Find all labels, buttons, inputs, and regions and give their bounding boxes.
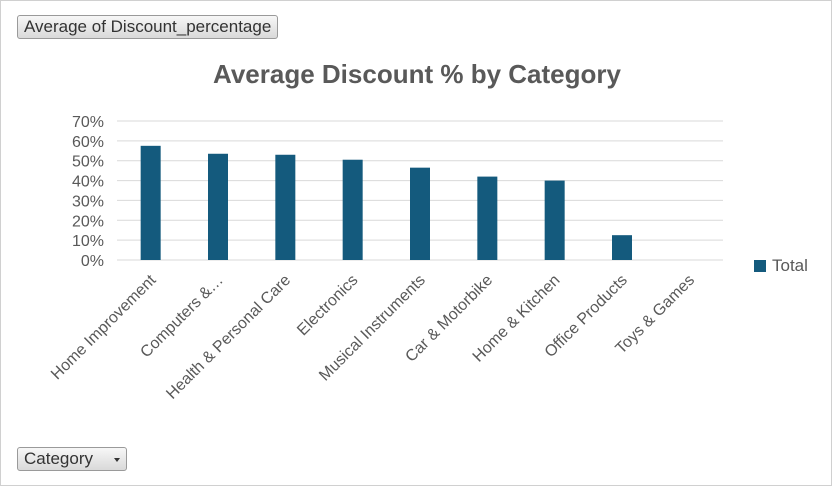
x-tick-label: Electronics: [294, 272, 361, 339]
y-tick-label: 20%: [72, 213, 104, 230]
category-field-label: Category: [24, 449, 93, 468]
bar: [477, 176, 498, 260]
chart-title: Average Discount % by Category: [213, 59, 621, 89]
y-tick-label: 30%: [72, 193, 104, 210]
x-tick-label: Health & Personal Care: [163, 272, 294, 403]
y-tick-label: 60%: [72, 134, 104, 151]
y-tick-label: 70%: [72, 114, 104, 131]
category-field-button[interactable]: Category: [17, 447, 127, 471]
bar: [208, 153, 228, 260]
y-axis-ticks: 0% 10% 20% 30% 40% 50% 60% 70%: [72, 114, 104, 270]
values-field-button[interactable]: Average of Discount_percentage: [17, 15, 279, 39]
bar: [140, 145, 161, 260]
chevron-down-icon[interactable]: [114, 458, 120, 462]
bar: [410, 167, 430, 260]
legend-label: Total: [772, 256, 808, 275]
y-tick-label: 0%: [81, 253, 104, 270]
bar: [544, 180, 565, 260]
bar: [275, 154, 296, 260]
y-tick-label: 10%: [72, 233, 104, 250]
bar: [612, 235, 632, 260]
x-tick-label: Home Improvement: [48, 271, 160, 383]
legend: Total: [754, 257, 808, 275]
bars: [140, 145, 632, 260]
y-tick-label: 50%: [72, 154, 104, 171]
y-tick-label: 40%: [72, 174, 104, 191]
legend-swatch: [754, 260, 766, 272]
bar: [342, 159, 363, 260]
